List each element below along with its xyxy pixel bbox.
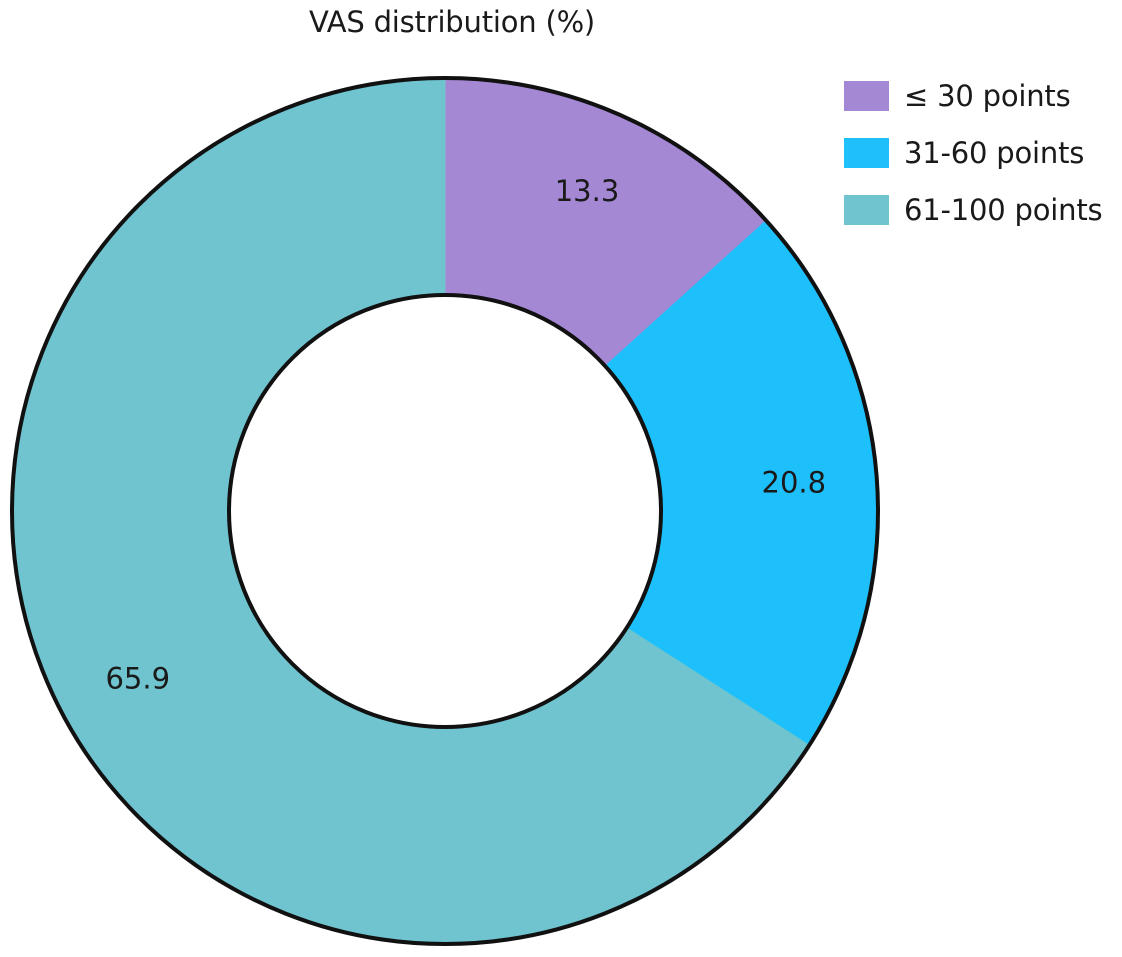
legend-item-31-60: 31-60 points <box>844 134 1114 172</box>
legend-item-le-30: ≤ 30 points <box>844 77 1114 115</box>
slice-value-label: 13.3 <box>555 174 620 208</box>
legend-swatch <box>844 195 889 225</box>
donut-slice-labels: 13.3 20.8 65.9 <box>105 174 826 696</box>
slice-value-label: 65.9 <box>105 662 170 696</box>
legend-item-61-100: 61-100 points <box>844 191 1114 229</box>
legend-label: ≤ 30 points <box>904 79 1071 113</box>
legend: ≤ 30 points 31-60 points 61-100 points <box>844 77 1114 248</box>
legend-swatch <box>844 138 889 168</box>
legend-label: 31-60 points <box>904 136 1085 170</box>
legend-swatch <box>844 81 889 111</box>
donut-outer-outline <box>10 76 880 946</box>
donut-slices <box>10 76 880 946</box>
legend-label: 61-100 points <box>904 193 1103 227</box>
slice-value-label: 20.8 <box>762 465 827 499</box>
chart-title: VAS distribution (%) <box>308 5 596 39</box>
donut-hole <box>227 293 663 729</box>
